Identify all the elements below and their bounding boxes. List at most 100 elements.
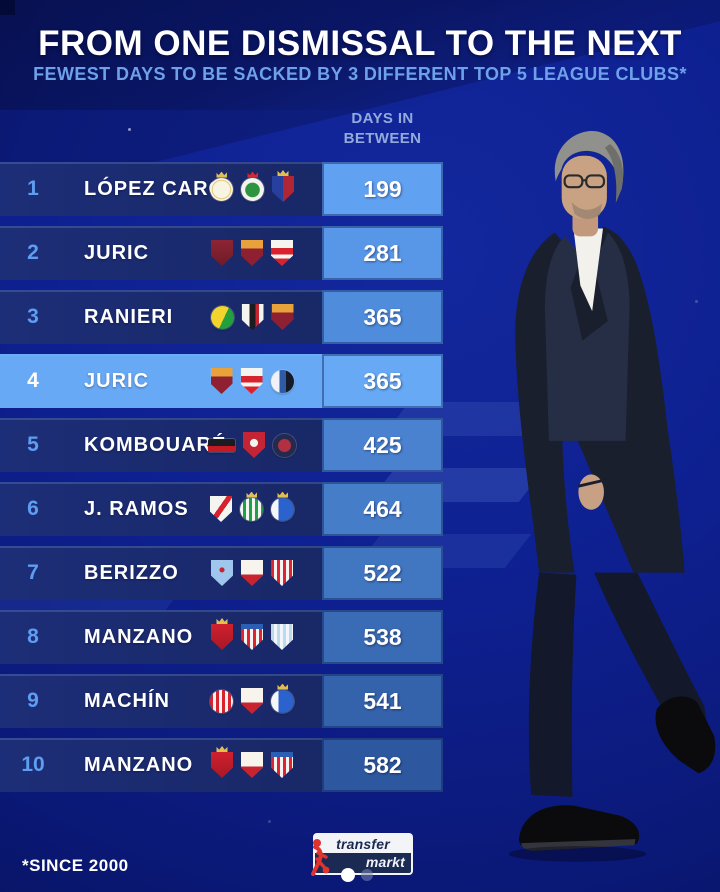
celta-vigo-crest-icon bbox=[211, 560, 233, 586]
rank-label: 6 bbox=[27, 497, 39, 520]
footnote: *SINCE 2000 bbox=[22, 856, 129, 875]
background-corner-square bbox=[0, 0, 15, 15]
crest-crown bbox=[247, 171, 258, 178]
club-crests bbox=[202, 418, 302, 472]
days-value: 365 bbox=[322, 290, 443, 344]
table-row: 8 MANZANO 538 bbox=[0, 610, 443, 664]
espanyol-crest-icon bbox=[271, 491, 294, 521]
crest-crown bbox=[277, 683, 288, 690]
manager-name: LÓPEZ CARO bbox=[84, 177, 226, 200]
carousel-dot-active bbox=[341, 868, 355, 882]
torino-crest-icon bbox=[211, 240, 233, 266]
manager-name: BERIZZO bbox=[84, 561, 179, 584]
club-crests bbox=[202, 610, 302, 664]
rank-label: 1 bbox=[27, 177, 39, 200]
crest-crown bbox=[277, 170, 289, 176]
atletico-madrid-crest-icon bbox=[271, 752, 293, 778]
atletico-madrid-crest-icon bbox=[241, 624, 263, 650]
malaga-crest-icon bbox=[271, 624, 293, 650]
club-crests bbox=[202, 674, 302, 728]
transfermarkt-player-icon bbox=[311, 839, 330, 876]
manager-name: KOMBOUARÉ bbox=[84, 433, 227, 456]
rank-label: 10 bbox=[21, 753, 45, 776]
roma-crest-icon bbox=[210, 368, 233, 394]
ranking-table: 1 LÓPEZ CARO 199 2 JURIC 281 3 RANIERI 3… bbox=[0, 162, 443, 792]
coach-photo bbox=[508, 131, 716, 862]
transfermarkt-logo-top: transfer bbox=[315, 835, 411, 853]
real-madrid-crest-icon bbox=[210, 171, 233, 201]
days-value: 522 bbox=[322, 546, 443, 600]
transfermarkt-logo: transfer markt bbox=[311, 833, 413, 876]
table-row: 10 MANZANO 582 bbox=[0, 738, 443, 792]
carousel-dot-inactive bbox=[361, 869, 373, 881]
days-value: 199 bbox=[322, 162, 443, 216]
days-value: 365 bbox=[322, 354, 443, 408]
days-value: 425 bbox=[322, 418, 443, 472]
days-value: 464 bbox=[322, 482, 443, 536]
crest-crown bbox=[277, 491, 288, 498]
club-crests bbox=[202, 546, 302, 600]
table-row: 7 BERIZZO 522 bbox=[0, 546, 443, 600]
table-row: 6 J. RAMOS 464 bbox=[0, 482, 443, 536]
mallorca-crest-icon bbox=[211, 618, 233, 650]
days-value: 541 bbox=[322, 674, 443, 728]
rank-label: 9 bbox=[27, 689, 39, 712]
rank-label: 8 bbox=[27, 625, 39, 648]
levante-crest-icon bbox=[272, 170, 294, 202]
transfermarkt-logo-bottom-label: markt bbox=[365, 854, 405, 870]
rank-label: 2 bbox=[27, 241, 39, 264]
manager-name: MANZANO bbox=[84, 625, 194, 648]
manager-name: MANZANO bbox=[84, 753, 194, 776]
real-betis-crest-icon bbox=[240, 491, 263, 521]
rank-label: 5 bbox=[27, 433, 39, 456]
southampton-crest-icon bbox=[240, 368, 263, 394]
club-crests bbox=[202, 482, 302, 536]
days-value: 582 bbox=[322, 738, 443, 792]
days-value: 281 bbox=[322, 226, 443, 280]
guingamp-crest-icon bbox=[208, 438, 235, 452]
crest-crown bbox=[216, 171, 227, 178]
manager-name: MACHÍN bbox=[84, 689, 170, 712]
athletic-bilbao-crest-icon bbox=[271, 560, 293, 586]
manager-name: J. RAMOS bbox=[84, 497, 189, 520]
rank-label: 3 bbox=[27, 305, 39, 328]
rank-label: 7 bbox=[27, 561, 39, 584]
toulouse-crest-icon bbox=[273, 433, 296, 457]
sevilla-crest-icon bbox=[241, 752, 263, 778]
atalanta-crest-icon bbox=[270, 369, 294, 393]
transfermarkt-logo-top-label: transfer bbox=[336, 836, 390, 852]
girona-crest-icon bbox=[210, 689, 233, 713]
crest-crown bbox=[246, 491, 257, 498]
rayo-vallecano-crest-icon bbox=[210, 496, 232, 522]
table-row: 9 MACHÍN 541 bbox=[0, 674, 443, 728]
racing-santander-crest-icon bbox=[241, 171, 264, 201]
roma-crest-icon bbox=[241, 240, 263, 266]
nantes-crest-icon bbox=[210, 305, 234, 329]
club-crests bbox=[202, 290, 302, 344]
club-crests bbox=[202, 162, 302, 216]
fulham-crest-icon bbox=[241, 304, 264, 330]
dijon-crest-icon bbox=[243, 432, 265, 458]
table-row: 3 RANIERI 365 bbox=[0, 290, 443, 344]
table-row: 4 JURIC 365 bbox=[0, 354, 443, 408]
background-star bbox=[268, 820, 271, 823]
table-row: 1 LÓPEZ CARO 199 bbox=[0, 162, 443, 216]
roma-crest-icon bbox=[271, 304, 294, 330]
club-crests bbox=[202, 738, 302, 792]
transfermarkt-logo-bottom: markt bbox=[315, 853, 411, 871]
southampton-crest-icon bbox=[271, 240, 293, 266]
manager-name: RANIERI bbox=[84, 305, 174, 328]
table-row: 2 JURIC 281 bbox=[0, 226, 443, 280]
manager-name: JURIC bbox=[84, 241, 150, 264]
espanyol-crest-icon bbox=[271, 683, 294, 713]
table-row: 5 KOMBOUARÉ 425 bbox=[0, 418, 443, 472]
page-title: FROM ONE DISMISSAL TO THE NEXT bbox=[38, 24, 682, 63]
days-column-header: DAYS IN BETWEEN bbox=[343, 110, 422, 148]
days-value: 538 bbox=[322, 610, 443, 664]
sevilla-crest-icon bbox=[241, 560, 263, 586]
crest-crown bbox=[216, 618, 228, 624]
crest-crown bbox=[216, 746, 228, 752]
background-star bbox=[128, 128, 131, 131]
club-crests bbox=[202, 354, 302, 408]
